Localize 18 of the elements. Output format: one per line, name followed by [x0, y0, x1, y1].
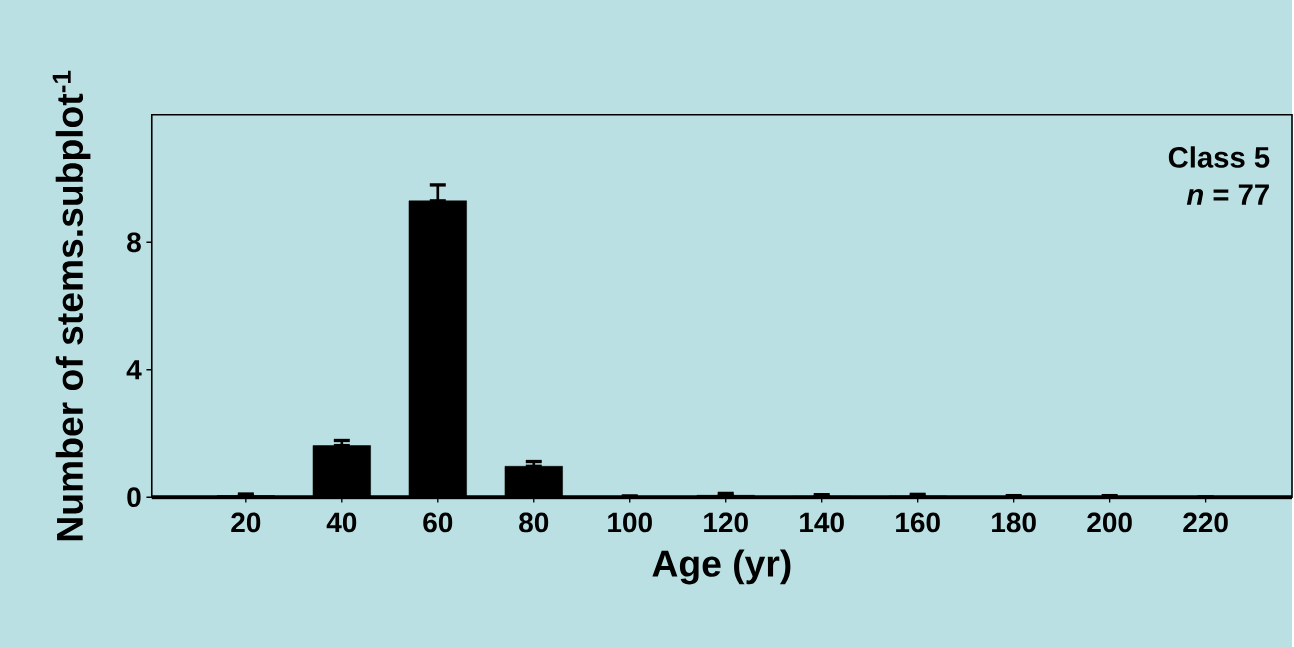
y-tick-label: 0 [127, 487, 141, 508]
annotation: n = 77 [1186, 184, 1269, 205]
x-tick-label: 20 [231, 512, 261, 533]
y-axis-title: Number of stems.subplot$^{-1}$ [52, 70, 91, 541]
x-axis-title: Age (yr) [652, 549, 791, 585]
x-tick-label: 160 [896, 512, 940, 533]
x-tick-label: 140 [800, 512, 844, 533]
x-tick-label: 60 [423, 512, 453, 533]
x-tick-label: 120 [704, 512, 748, 533]
x-tick-label: 220 [1183, 512, 1228, 533]
x-tick-label: 80 [519, 512, 549, 533]
x-tick-label: 180 [992, 512, 1036, 533]
y-tick-label: 8 [127, 232, 141, 253]
x-tick-label: 200 [1087, 512, 1132, 533]
annotation: Class 5 [1168, 146, 1270, 168]
x-tick-label: 40 [326, 512, 357, 533]
x-tick-label: 100 [608, 512, 652, 533]
y-tick-label: 4 [126, 360, 142, 380]
